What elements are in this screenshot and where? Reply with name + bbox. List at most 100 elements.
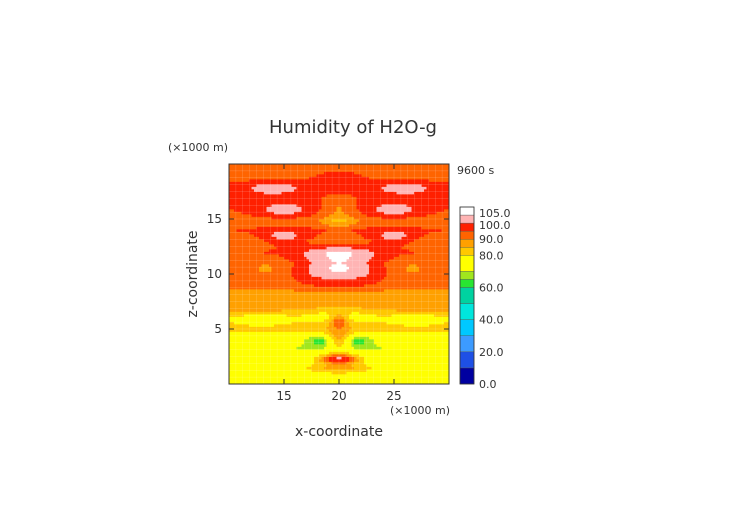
heatmap-cell [311,366,315,370]
heatmap-cell [316,306,320,310]
heatmap-cell [439,301,442,305]
heatmap-cell [281,276,285,280]
heatmap-cell [261,281,265,285]
heatmap-cell [231,324,235,327]
heatmap-cell [316,349,320,352]
heatmap-cell [231,306,235,310]
heatmap-cell [409,259,412,262]
heatmap-cell [426,346,430,350]
heatmap-cell [414,346,417,350]
heatmap-cell [416,289,420,292]
heatmap-cell [384,259,387,262]
heatmap-cell [244,341,247,345]
heatmap-cell [379,336,382,340]
heatmap-cell [344,281,347,285]
heatmap-cell [279,261,282,265]
heatmap-cell [349,249,352,252]
heatmap-cell [369,271,372,275]
heatmap-cell [371,371,375,375]
heatmap-cell [336,354,340,357]
heatmap-cell [324,276,327,280]
heatmap-cell [339,254,342,257]
heatmap-cell [361,266,365,270]
heatmap-cell [319,244,322,247]
heatmap-cell [326,356,330,360]
heatmap-cell [344,356,347,360]
heatmap-cell [401,309,405,312]
heatmap-cell [331,359,335,362]
heatmap-cell [431,286,435,290]
heatmap-cell [371,381,375,385]
heatmap-cell [301,274,305,277]
heatmap-cell [344,306,347,310]
heatmap-cell [289,331,292,335]
heatmap-cell [229,276,232,280]
heatmap-cell [229,256,232,260]
heatmap-cell [299,299,302,302]
heatmap-cell [439,316,442,320]
heatmap-cell [341,281,345,285]
heatmap-cell [344,246,347,250]
heatmap-cell [296,326,300,330]
heatmap-cell [236,294,240,297]
heatmap-cell [319,311,322,315]
heatmap-cell [366,339,370,342]
heatmap-cell [306,296,310,300]
heatmap-cell [301,281,305,285]
heatmap-cell [394,281,397,285]
heatmap-cell [351,249,355,252]
heatmap-cell [384,309,387,312]
heatmap-cell [286,299,290,302]
heatmap-cell [324,356,327,360]
heatmap-cell [234,356,237,360]
heatmap-cell [359,374,362,377]
heatmap-cell [256,269,260,272]
heatmap-cell [364,349,367,352]
heatmap-cell [229,249,232,252]
heatmap-cell [304,324,307,327]
heatmap-cell [366,276,370,280]
heatmap-cell [381,279,385,282]
heatmap-cell [441,371,445,375]
heatmap-cell [291,281,295,285]
heatmap-cell [334,334,337,337]
heatmap-cell [286,354,290,357]
heatmap-cell [344,354,347,357]
heatmap-cell [411,289,415,292]
heatmap-cell [426,339,430,342]
heatmap-cell [324,289,327,292]
heatmap-cell [344,359,347,362]
heatmap-cell [439,331,442,335]
heatmap-cell [369,269,372,272]
heatmap-cell [336,244,340,247]
heatmap-cell [349,319,352,322]
heatmap-cell [321,321,325,325]
heatmap-cell [271,364,275,367]
heatmap-cell [366,359,370,362]
heatmap-cell [341,356,345,360]
heatmap-cell [376,359,380,362]
heatmap-cell [289,374,292,377]
heatmap-cell [426,249,430,252]
heatmap-cell [374,286,377,290]
heatmap-cell [409,321,412,325]
heatmap-cell [336,336,340,340]
heatmap-cell [354,281,357,285]
heatmap-cell [314,281,317,285]
heatmap-cell [421,329,425,332]
heatmap-cell [391,331,395,335]
heatmap-cell [396,249,400,252]
heatmap-cell [356,301,360,305]
heatmap-cell [391,381,395,385]
heatmap-cell [331,321,335,325]
heatmap-cell [249,311,252,315]
heatmap-cell [321,371,325,375]
heatmap-cell [294,324,297,327]
heatmap-cell [276,319,280,322]
heatmap-cell [371,251,375,255]
heatmap-cell [311,244,315,247]
heatmap-cell [319,276,322,280]
heatmap-cell [299,291,302,295]
heatmap-cell [269,274,272,277]
heatmap-cell [256,359,260,362]
